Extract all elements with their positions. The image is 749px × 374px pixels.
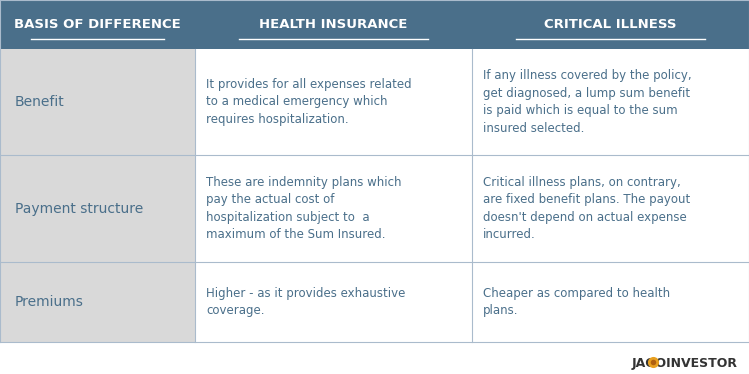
Text: Critical illness plans, on contrary,
are fixed benefit plans. The payout
doesn't: Critical illness plans, on contrary, are… [483,176,691,241]
Text: Payment structure: Payment structure [15,202,143,215]
Bar [0,49,195,155]
Text: Premiums: Premiums [15,295,84,309]
Text: These are indemnity plans which
pay the actual cost of
hospitalization subject t: These are indemnity plans which pay the … [206,176,401,241]
Bar [472,262,749,342]
Bar [0,0,749,49]
Bar [0,262,195,342]
Bar [195,49,472,155]
Text: JAGOINVESTOR: JAGOINVESTOR [631,356,738,370]
Text: Benefit: Benefit [15,95,64,109]
Bar [0,155,195,262]
Bar [195,262,472,342]
Text: If any illness covered by the policy,
get diagnosed, a lump sum benefit
is paid : If any illness covered by the policy, ge… [483,69,692,135]
Text: HEALTH INSURANCE: HEALTH INSURANCE [259,18,407,31]
Bar [195,155,472,262]
Bar [472,155,749,262]
Bar [472,49,749,155]
Text: Cheaper as compared to health
plans.: Cheaper as compared to health plans. [483,287,670,317]
Text: It provides for all expenses related
to a medical emergency which
requires hospi: It provides for all expenses related to … [206,78,412,126]
Text: BASIS OF DIFFERENCE: BASIS OF DIFFERENCE [14,18,181,31]
Text: CRITICAL ILLNESS: CRITICAL ILLNESS [545,18,676,31]
Text: Higher - as it provides exhaustive
coverage.: Higher - as it provides exhaustive cover… [206,287,405,317]
